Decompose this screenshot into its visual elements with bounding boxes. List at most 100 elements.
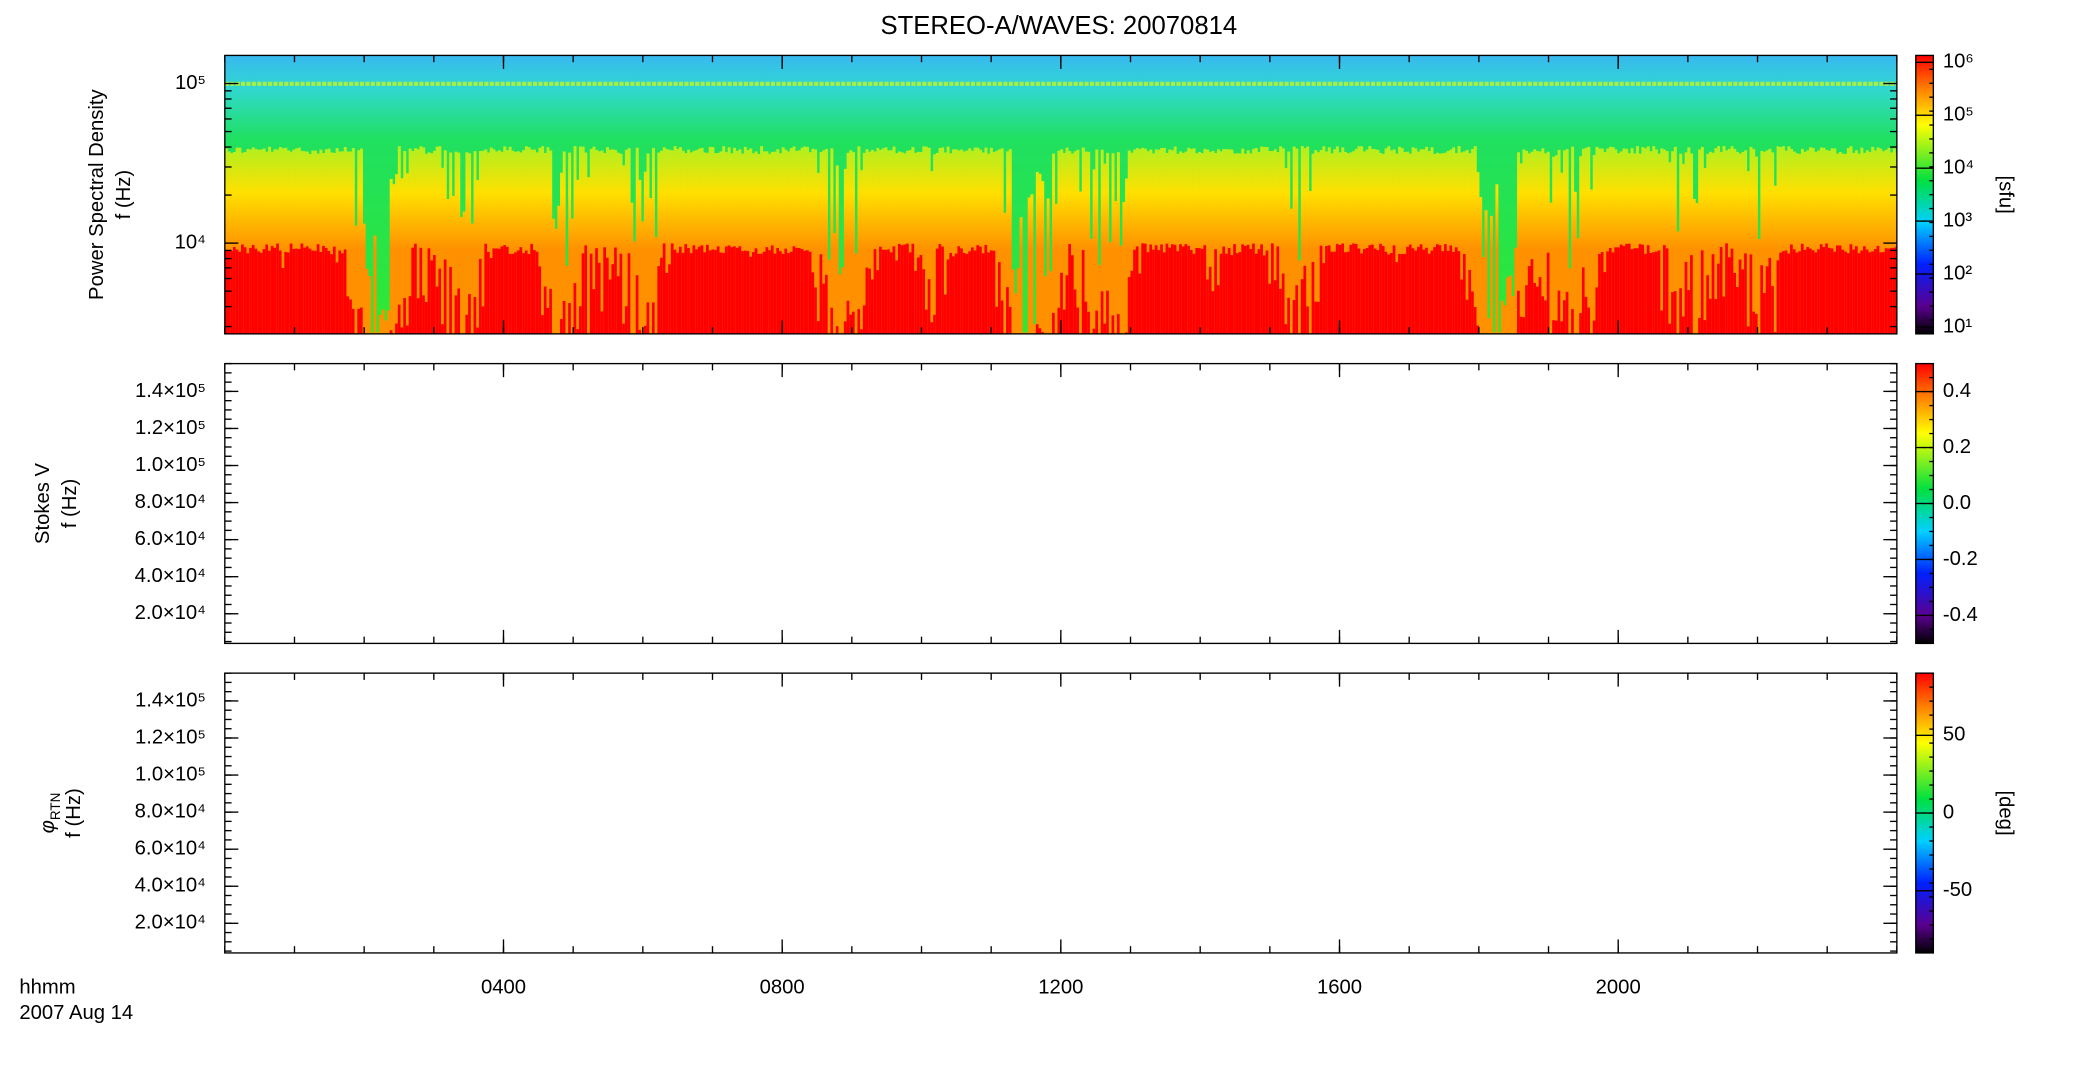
y-axis-label: f (Hz) (63, 788, 85, 838)
spectrogram-strip (1417, 246, 1420, 334)
spectrogram-strip (1379, 152, 1383, 334)
spectrogram-strip (1238, 153, 1242, 334)
spectrogram-strip (1395, 153, 1399, 334)
spectrogram-strip (678, 246, 682, 334)
spectrogram-strip (1752, 149, 1756, 334)
spectrogram-strip (1279, 146, 1283, 334)
spectrogram-strip (916, 257, 920, 334)
spectrogram-strip (1233, 244, 1237, 334)
spectrogram-strip (1127, 277, 1131, 334)
spectrogram-strip (684, 244, 688, 334)
spectrogram-strip (508, 253, 512, 334)
date-label: 2007 Aug 14 (19, 1002, 133, 1024)
chart-title: STEREO-A/WAVES: 20070814 (880, 12, 1237, 40)
spectrogram-strip (1860, 147, 1864, 334)
spectrogram-strip (1300, 279, 1304, 334)
spectrogram-strip (865, 267, 869, 334)
spectrogram-strip (1522, 149, 1526, 334)
spectrogram-strip (546, 307, 550, 334)
spectrogram-strip (797, 150, 801, 334)
spectrogram-strip (1038, 173, 1042, 334)
spectrogram-strip (1338, 244, 1342, 334)
spectrogram-strip (1754, 313, 1758, 334)
colorbar-tick-label: 50 (1943, 724, 1966, 746)
spectrogram-strip (779, 153, 782, 334)
spectrogram-strip (819, 151, 823, 334)
spectrogram-strip (1617, 247, 1621, 334)
spectrogram-strip (476, 180, 480, 334)
spectrogram-strip (1779, 252, 1783, 334)
spectrogram-strip (1779, 147, 1783, 334)
spectrogram-strip (1665, 248, 1669, 334)
spectrogram-strip (619, 153, 623, 334)
spectrogram-strip (649, 198, 653, 334)
spectrogram-strip (1008, 149, 1012, 334)
spectrogram-strip (1727, 257, 1731, 334)
spectrogram-strip (1525, 285, 1529, 334)
spectrogram-strip (1560, 172, 1564, 334)
spectrogram-strip (314, 150, 318, 334)
spectrogram-strip (1398, 253, 1402, 334)
spectrogram-strip (438, 146, 442, 334)
plot-frame (224, 672, 1898, 954)
spectrogram-strip (608, 149, 612, 334)
spectrogram-strip (1465, 149, 1469, 334)
spectrogram-strip (984, 147, 988, 334)
spectrogram-strip (270, 151, 274, 334)
spectrogram-strip (1260, 244, 1264, 334)
spectrogram-strip (1765, 266, 1769, 334)
spectrogram-strip (1441, 153, 1445, 334)
spectrogram-strip (1638, 244, 1642, 334)
spectrogram-strip (1717, 263, 1721, 334)
spectrogram-strip (1452, 147, 1456, 334)
spectrogram-strip (343, 249, 347, 334)
spectrogram-strip (1544, 153, 1548, 334)
spectrogram-strip (1460, 152, 1464, 334)
spectrogram-strip (1527, 266, 1531, 334)
spectrogram-strip (787, 253, 791, 334)
spectrogram-strip (1825, 149, 1829, 334)
spectrogram-strip (1441, 251, 1445, 334)
spectrogram-strip (760, 146, 764, 334)
spectrogram-strip (378, 314, 382, 334)
spectrogram-strip (1754, 156, 1758, 334)
spectrogram-strip (808, 152, 812, 334)
spectrogram-strip (1868, 252, 1872, 334)
spectrogram-strip (1773, 185, 1777, 334)
spectrogram-strip (441, 167, 445, 334)
spectrogram-strip (670, 243, 674, 334)
spectrogram-strip (862, 152, 866, 334)
spectrogram-strip (1235, 253, 1239, 334)
spectrogram-strip (1160, 147, 1164, 334)
spectrogram-strip (1876, 147, 1880, 334)
spectrogram-strip (1849, 244, 1853, 334)
spectrogram-strip (1200, 248, 1204, 334)
spectrogram-strip (1581, 267, 1585, 334)
spectrogram-strip (1806, 150, 1810, 334)
spectrogram-strip (473, 151, 477, 334)
spectrogram-strip (1130, 270, 1134, 334)
spectrogram-strip (457, 288, 461, 334)
spectrogram-strip (359, 148, 363, 334)
spectrogram-strip (1189, 249, 1193, 334)
spectrogram-strip (1227, 149, 1231, 334)
spectrogram-strip (541, 146, 545, 334)
spectrogram-strip (1384, 148, 1388, 334)
spectrogram-strip (1787, 146, 1791, 334)
spectrogram-strip (314, 250, 318, 334)
spectrogram-strip (1089, 238, 1093, 334)
spectrogram-strip (1549, 202, 1553, 334)
spectrogram-strip (1873, 150, 1877, 334)
spectrogram-strip (603, 153, 607, 334)
spectrogram-strip (300, 150, 304, 334)
spectrogram-strip (435, 146, 439, 334)
spectrogram-strip (449, 152, 453, 334)
spectrogram-strip (1587, 146, 1591, 334)
spectrogram-strip (676, 252, 680, 334)
spectrogram-strip (670, 150, 674, 334)
spectrogram-strip (989, 147, 993, 334)
spectrogram-strip (630, 202, 634, 334)
spectrogram-strip (1836, 153, 1840, 334)
spectrogram-strip (1649, 252, 1653, 334)
spectrogram-strip (1119, 245, 1123, 334)
